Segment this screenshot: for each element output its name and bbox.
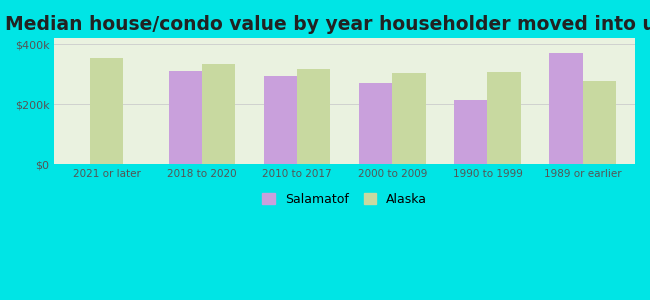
Bar <box>359 83 393 164</box>
Bar <box>202 64 235 164</box>
Bar <box>454 100 488 164</box>
Bar <box>264 76 297 164</box>
Title: Median house/condo value by year householder moved into unit: Median house/condo value by year househo… <box>5 15 650 34</box>
Bar <box>90 58 124 164</box>
Bar <box>488 72 521 164</box>
Bar <box>549 53 582 164</box>
Bar <box>297 69 330 164</box>
Bar <box>582 81 616 164</box>
Bar <box>393 73 426 164</box>
Bar <box>169 71 202 164</box>
Legend: Salamatof, Alaska: Salamatof, Alaska <box>257 188 432 211</box>
